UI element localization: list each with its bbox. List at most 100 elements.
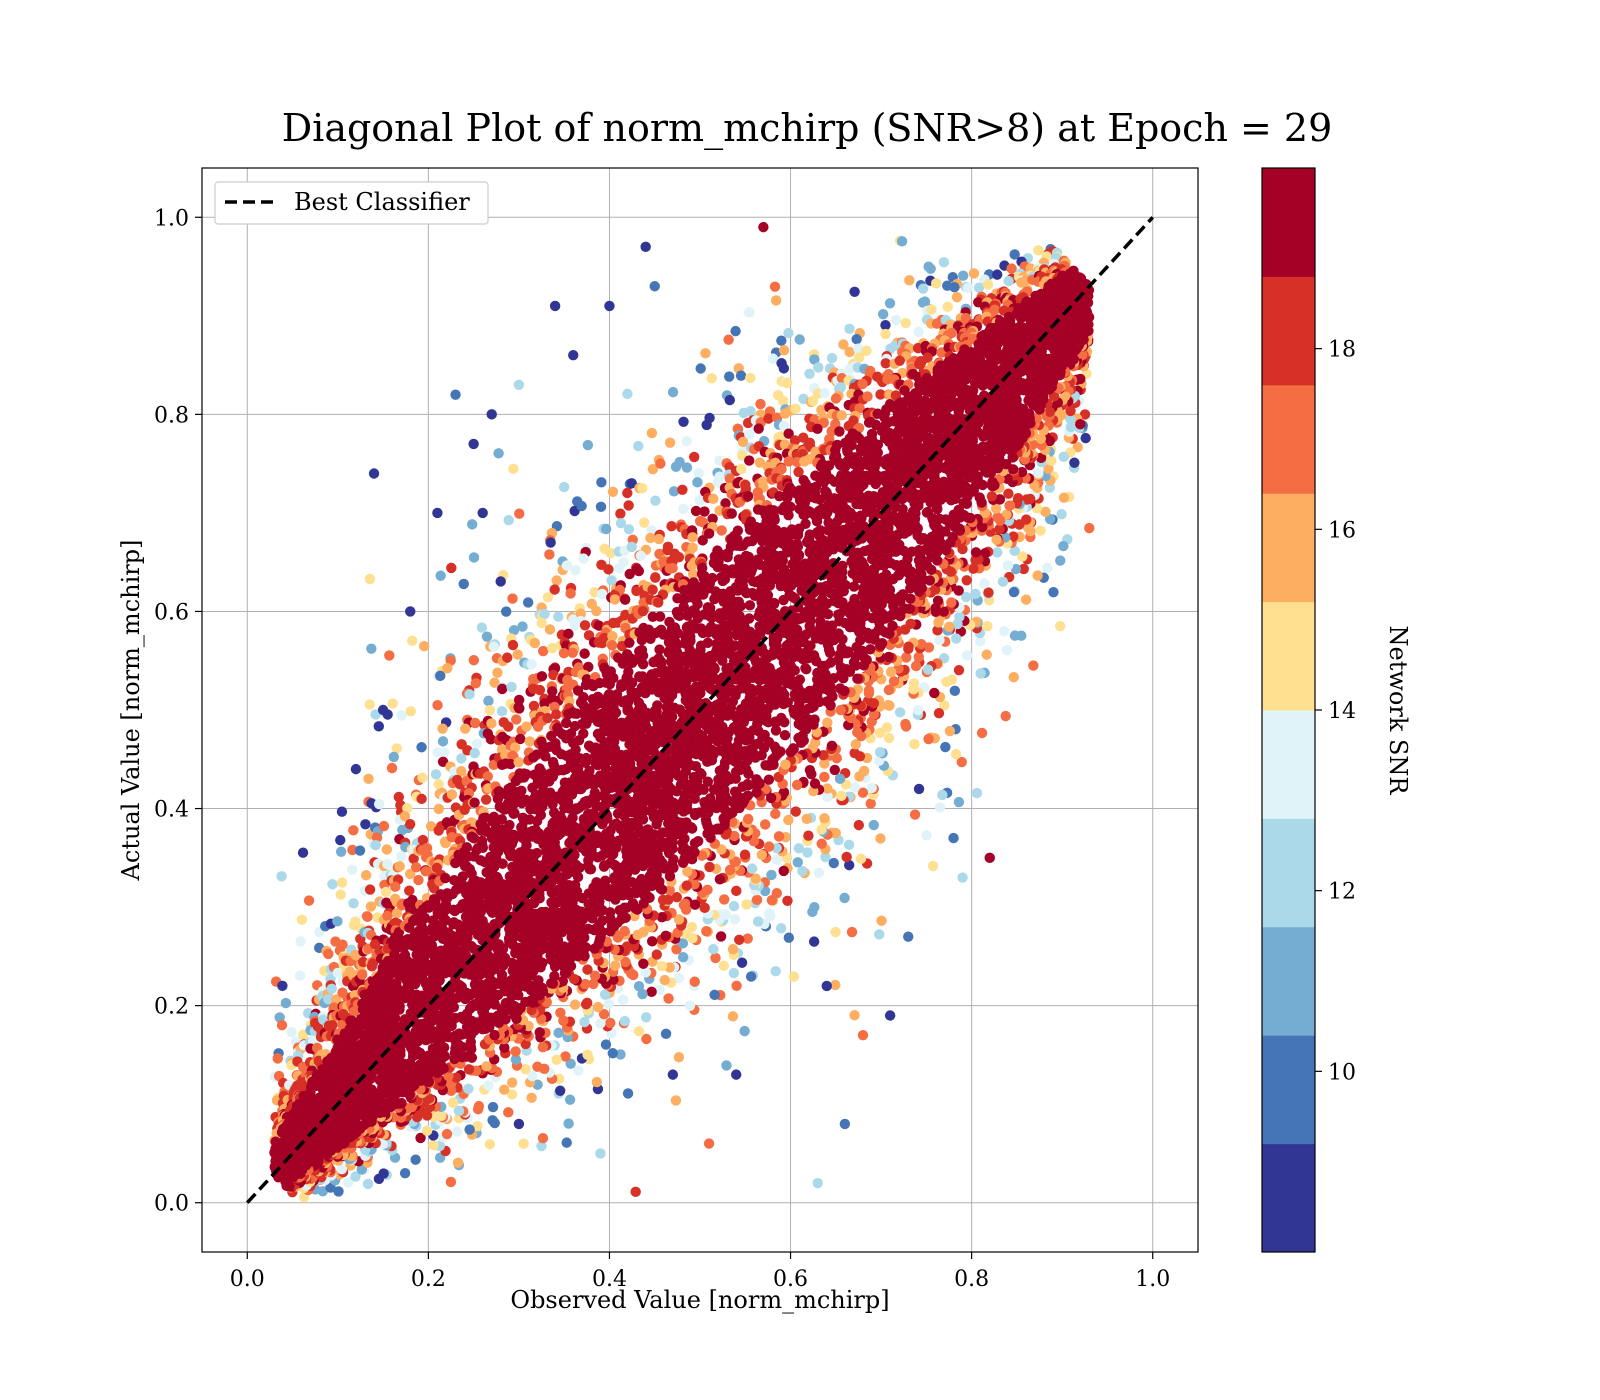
- scatter-point: [835, 704, 846, 716]
- scatter-point: [605, 1017, 616, 1029]
- scatter-point: [453, 1105, 465, 1117]
- scatter-point: [694, 495, 705, 506]
- scatter-point: [1058, 451, 1069, 463]
- scatter-point: [435, 670, 446, 682]
- scatter-point: [512, 649, 523, 660]
- scatter-point: [681, 435, 692, 447]
- scatter-point: [609, 960, 621, 971]
- scatter-point: [558, 1015, 569, 1026]
- scatter-point: [857, 787, 869, 798]
- scatter-point: [440, 872, 451, 884]
- scatter-point: [760, 760, 771, 771]
- scatter-point: [464, 689, 475, 700]
- scatter-point: [656, 961, 668, 972]
- scatter-point: [782, 377, 793, 389]
- scatter-point: [880, 328, 891, 340]
- scatter-point: [982, 279, 994, 290]
- scatter-point: [469, 717, 481, 729]
- scatter-point: [739, 1025, 750, 1037]
- scatter-point: [1058, 540, 1069, 552]
- scatter-point: [579, 648, 590, 659]
- scatter-point: [655, 458, 666, 469]
- scatter-point: [421, 1125, 433, 1137]
- scatter-point: [844, 346, 855, 358]
- scatter-point: [699, 796, 710, 808]
- scatter-point: [484, 704, 496, 716]
- scatter-point: [730, 325, 741, 337]
- scatter-point: [901, 652, 912, 663]
- scatter-point: [802, 847, 813, 858]
- scatter-point: [1003, 488, 1014, 499]
- scatter-point: [595, 501, 607, 512]
- scatter-point: [520, 1063, 531, 1075]
- scatter-point: [783, 814, 794, 826]
- scatter-point: [622, 388, 633, 400]
- scatter-point: [861, 345, 872, 357]
- scatter-point: [364, 573, 376, 585]
- scatter-point: [445, 1176, 457, 1188]
- scatter-point: [838, 339, 849, 350]
- scatter-point: [381, 844, 393, 855]
- scatter-point: [604, 679, 616, 690]
- scatter-point: [603, 564, 614, 575]
- scatter-point: [615, 517, 627, 529]
- scatter-point: [529, 637, 541, 649]
- scatter-point: [619, 1015, 631, 1027]
- scatter-point: [687, 532, 698, 543]
- scatter-point: [701, 926, 712, 937]
- scatter-point: [364, 884, 376, 895]
- scatter-point: [885, 666, 897, 678]
- scatter-point: [728, 967, 740, 979]
- scatter-point: [1009, 249, 1020, 260]
- scatter-point: [849, 747, 860, 759]
- scatter-point: [650, 495, 661, 506]
- scatter-point: [809, 778, 821, 789]
- scatter-point: [745, 372, 756, 384]
- scatter-point: [507, 639, 519, 651]
- scatter-point: [646, 986, 657, 998]
- scatter-point: [522, 597, 534, 608]
- scatter-point: [579, 620, 591, 631]
- scatter-point: [874, 746, 886, 758]
- scatter-point: [667, 562, 678, 574]
- scatter-point: [607, 1048, 618, 1059]
- scatter-point: [597, 637, 608, 649]
- scatter-point: [404, 818, 416, 830]
- scatter-point: [944, 621, 955, 633]
- scatter-point: [651, 949, 662, 960]
- scatter-point: [295, 936, 306, 947]
- scatter-point: [511, 714, 522, 725]
- scatter-point: [542, 592, 554, 603]
- scatter-point: [764, 908, 775, 919]
- scatter-point: [296, 914, 308, 925]
- scatter-point: [743, 813, 754, 825]
- scatter-point: [751, 894, 763, 906]
- scatter-point: [415, 1132, 426, 1144]
- scatter-point: [742, 490, 754, 502]
- scatter-point: [543, 776, 555, 787]
- scatter-point: [387, 698, 398, 709]
- scatter-point: [486, 718, 497, 729]
- scatter-point: [822, 791, 833, 803]
- scatter-point: [1048, 586, 1059, 598]
- scatter-point: [563, 628, 574, 640]
- scatter-point: [332, 967, 343, 979]
- scatter-point: [623, 500, 634, 511]
- scatter-point: [763, 841, 775, 852]
- scatter-point: [681, 929, 692, 940]
- scatter-point: [447, 1097, 459, 1108]
- scatter-point: [380, 886, 392, 898]
- scatter-point: [1020, 594, 1032, 605]
- scatter-point: [660, 1028, 672, 1040]
- scatter-point: [532, 1061, 543, 1072]
- scatter-point: [678, 416, 689, 427]
- scatter-point: [1008, 671, 1019, 683]
- scatter-point: [521, 721, 532, 732]
- scatter-point: [854, 771, 865, 782]
- scatter-point: [565, 1058, 576, 1069]
- scatter-point: [718, 813, 729, 824]
- scatter-point: [681, 462, 693, 473]
- scatter-point: [640, 1012, 652, 1023]
- scatter-point: [723, 371, 735, 382]
